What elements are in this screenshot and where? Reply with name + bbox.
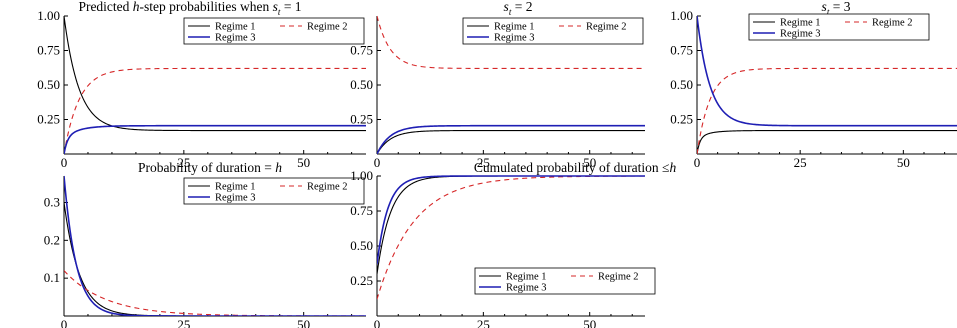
x-tick-label: 25 (477, 155, 490, 170)
x-tick-label: 0 (61, 155, 68, 170)
y-tick-label: 0.3 (44, 194, 60, 209)
y-tick-label: 0.2 (44, 232, 60, 247)
legend-label: Regime 2 (872, 18, 913, 29)
panel-title: Probability of duration = h (138, 160, 282, 175)
legend-label: Regime 3 (506, 283, 547, 294)
legend: Regime 1 Regime 2 Regime 3 (183, 177, 365, 205)
title-var: h (669, 160, 676, 175)
x-tick-label: 50 (583, 317, 596, 328)
series-line-regime-3 (377, 175, 645, 265)
y-tick-label: 0.50 (670, 77, 693, 92)
legend-label: Regime 2 (307, 22, 348, 33)
series-line-regime-3 (377, 124, 645, 154)
legend: Regime 1 Regime 2 Regime 3 (474, 267, 656, 295)
series-line-regime-2 (64, 67, 366, 154)
panel-title: Predicted h-step probabilities when st =… (78, 0, 301, 17)
legend-label: Regime 3 (494, 33, 535, 44)
y-tick-label: 1.00 (350, 168, 373, 183)
title-text: Probability of duration = (138, 160, 275, 175)
y-tick-label: 0.50 (350, 238, 373, 253)
series-line-regime-2 (64, 270, 366, 316)
legend: Regime 1 Regime 2 Regime 3 (462, 17, 644, 45)
x-tick-label: 50 (897, 155, 910, 170)
y-tick-label: 0.1 (44, 270, 60, 285)
panel-title: st = 3 (822, 0, 851, 17)
title-var: s (504, 0, 509, 14)
legend: Regime 1 Regime 2 Regime 3 (748, 13, 930, 41)
series-line-regime-3 (697, 15, 957, 127)
series-line-regime-3 (64, 175, 366, 316)
title-text: = 3 (829, 0, 850, 14)
y-tick-label: 0.50 (350, 77, 373, 92)
y-tick-label: 0.25 (350, 112, 373, 127)
y-tick-label: 0.75 (350, 203, 373, 218)
y-tick-label: 0.75 (350, 43, 373, 58)
y-tick-label: 0.50 (37, 77, 60, 92)
series-line-regime-1 (64, 202, 366, 316)
series-line-regime-1 (377, 175, 645, 275)
legend-label: Regime 2 (586, 22, 627, 33)
x-tick-label: 0 (374, 155, 381, 170)
series-line-regime-1 (377, 129, 645, 154)
legend-box (462, 17, 644, 45)
series-line-regime-2 (697, 67, 957, 154)
title-var: h (133, 0, 140, 14)
legend-box (183, 17, 365, 45)
panel-p1: 0 25 50 0.25 0.50 0.75 1.00 Predicted h-step pr… (37, 0, 366, 170)
y-tick-label: 1.00 (37, 8, 60, 23)
title-subscript: t (827, 7, 830, 17)
legend-label: Regime 1 (494, 22, 535, 33)
panel-p5: 0 25 50 0.25 0.50 0.75 1.00 Cumulated probabili… (350, 160, 676, 328)
title-var: h (275, 160, 282, 175)
x-tick-label: 25 (177, 155, 190, 170)
title-subscript: t (509, 7, 512, 17)
y-tick-label: 0.25 (670, 112, 693, 127)
legend-label: Regime 3 (215, 193, 256, 204)
y-tick-label: 0.25 (350, 273, 373, 288)
panel-p4: 0 25 50 0.1 0.2 0.3 Probability of duration = … (44, 160, 366, 328)
x-tick-label: 0 (694, 155, 701, 170)
title-text: = 1 (280, 0, 301, 14)
title-text: -step probabilities when (140, 0, 273, 14)
x-tick-label: 25 (177, 317, 190, 328)
y-tick-label: 1.00 (670, 8, 693, 23)
x-tick-label: 0 (61, 317, 68, 328)
legend-box (748, 13, 930, 41)
series-line-regime-1 (697, 129, 957, 154)
title-text: = 2 (511, 0, 532, 14)
title-var: s (822, 0, 827, 14)
x-tick-label: 50 (297, 317, 310, 328)
legend-label: Regime 1 (215, 182, 256, 193)
legend-box (183, 177, 365, 205)
legend-label: Regime 1 (506, 272, 547, 283)
legend: Regime 1 Regime 2 Regime 3 (183, 17, 365, 45)
legend-label: Regime 1 (780, 18, 821, 29)
x-tick-label: 50 (297, 155, 310, 170)
title-text: Cumulated probability of duration ≤ (474, 160, 670, 175)
title-var: s (273, 0, 278, 14)
series-line-regime-2 (377, 15, 645, 69)
title-text: Predicted (78, 0, 132, 14)
title-subscript: t (278, 7, 281, 17)
panel-title: st = 2 (504, 0, 533, 17)
x-tick-label: 25 (477, 317, 490, 328)
legend-box (474, 267, 656, 295)
x-tick-label: 50 (583, 155, 596, 170)
y-tick-label: 0.75 (37, 43, 60, 58)
y-tick-label: 0.25 (37, 112, 60, 127)
y-tick-label: 0.75 (670, 43, 693, 58)
panel-title: Cumulated probability of duration ≤h (474, 160, 677, 175)
x-tick-label: 25 (794, 155, 807, 170)
series-line-regime-3 (64, 124, 366, 154)
legend-label: Regime 2 (307, 182, 348, 193)
legend-label: Regime 2 (598, 272, 639, 283)
legend-label: Regime 3 (215, 33, 256, 44)
legend-label: Regime 1 (215, 22, 256, 33)
legend-label: Regime 3 (780, 29, 821, 40)
x-tick-label: 0 (374, 317, 381, 328)
